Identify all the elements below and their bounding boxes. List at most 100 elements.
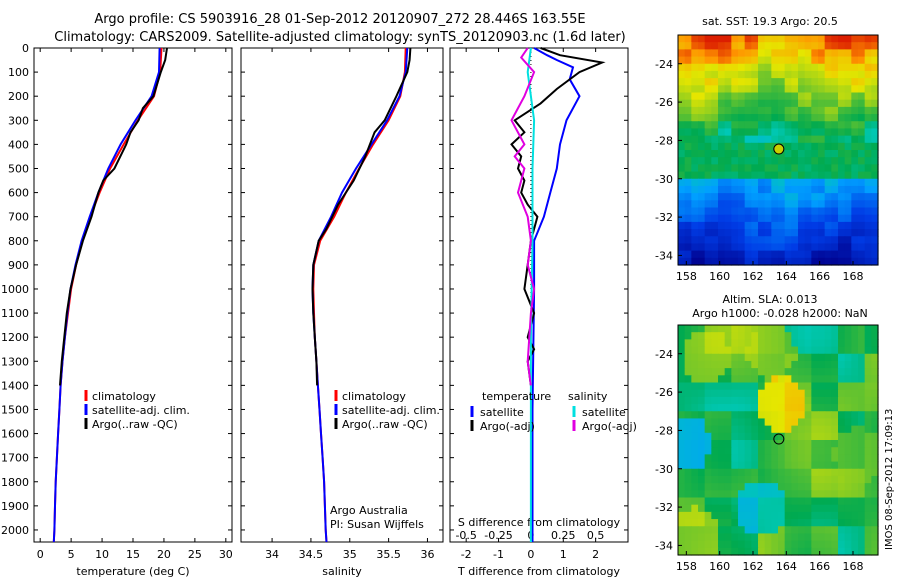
map-cell (718, 375, 726, 384)
map-cell (858, 56, 866, 65)
map-cell (744, 533, 752, 542)
map-cell (811, 135, 819, 144)
map-cell (824, 339, 832, 348)
map-cell (758, 375, 766, 384)
map-cell (698, 404, 706, 412)
map-cell (871, 360, 879, 369)
map-cell (684, 411, 692, 420)
map-cell (724, 106, 732, 115)
map-cell (798, 157, 806, 165)
map-cell (744, 353, 752, 362)
map-cell (718, 526, 726, 535)
map-cell (851, 483, 859, 491)
map-cell (751, 468, 759, 477)
map-cell (684, 461, 692, 470)
map-cell (858, 207, 866, 216)
map-cell (718, 49, 726, 58)
map-cell (798, 193, 806, 201)
map-cell (778, 236, 786, 245)
map-cell (864, 332, 872, 340)
map-cell (698, 360, 706, 369)
map-cell (724, 504, 732, 513)
map-cell (871, 540, 879, 549)
map-cell (738, 128, 746, 137)
map-cell (851, 461, 859, 470)
map-cell (864, 519, 872, 527)
map-cell (724, 346, 732, 355)
map-cell (731, 519, 739, 527)
map-cell (858, 440, 866, 448)
map-cell (704, 411, 712, 420)
map-cell (758, 540, 766, 549)
map-cell (864, 229, 872, 237)
map-cell (731, 121, 739, 130)
map-cell (851, 114, 859, 122)
map-cell (858, 526, 866, 535)
map-cell (811, 339, 819, 348)
map-cell (831, 78, 839, 86)
map-cell (684, 42, 692, 50)
map-cell (711, 200, 719, 209)
map-cell (698, 519, 706, 527)
map-cell (778, 157, 786, 165)
map-cell (811, 325, 819, 333)
map-cell (778, 35, 786, 43)
map-cell (818, 207, 826, 216)
map-cell (844, 375, 852, 384)
map-cell (724, 447, 732, 455)
map-cell (831, 49, 839, 58)
map-cell (811, 490, 819, 499)
map-cell (758, 243, 766, 252)
map-cell (744, 547, 752, 556)
map-cell (818, 257, 826, 266)
map-cell (858, 157, 866, 165)
map-cell (758, 368, 766, 376)
map-cell (711, 418, 719, 427)
map-cell (684, 382, 692, 391)
map-cell (724, 178, 732, 187)
map-cell (811, 440, 819, 448)
map-cell (831, 497, 839, 506)
map-cell (704, 35, 712, 43)
map-cell (838, 368, 846, 376)
map-cell (718, 193, 726, 201)
map-cell (831, 257, 839, 266)
map-cell (811, 92, 819, 101)
map-cell (751, 504, 759, 513)
map-cell (838, 70, 846, 79)
y-tick-label: 100 (8, 66, 29, 79)
map-cell (711, 135, 719, 144)
map-cell (844, 243, 852, 252)
map-cell (824, 142, 832, 151)
map-cell (798, 418, 806, 427)
map-cell (778, 207, 786, 216)
map-cell (824, 461, 832, 470)
map-cell (798, 121, 806, 130)
map-cell (871, 35, 879, 43)
map-cell (838, 440, 846, 448)
map-cell (804, 157, 812, 165)
map-cell (824, 547, 832, 556)
map-cell (711, 432, 719, 441)
map-cell (784, 339, 792, 348)
map-cell (798, 229, 806, 237)
map-cell (771, 157, 779, 165)
map-cell (784, 63, 792, 72)
map-cell (731, 185, 739, 194)
map-cell (778, 461, 786, 470)
map-cell (771, 440, 779, 448)
map-cell (844, 70, 852, 79)
map-cell (764, 157, 772, 165)
map-cell (731, 135, 739, 144)
y-tick-label: 1400 (1, 379, 29, 392)
map-cell (798, 368, 806, 376)
map-cell (731, 142, 739, 151)
map-cell (864, 207, 872, 216)
map-cell (844, 519, 852, 527)
map-cell (771, 128, 779, 137)
map-cell (711, 99, 719, 108)
map-cell (724, 375, 732, 384)
map-cell (784, 70, 792, 79)
map-cell (751, 56, 759, 65)
map-cell (838, 332, 846, 340)
